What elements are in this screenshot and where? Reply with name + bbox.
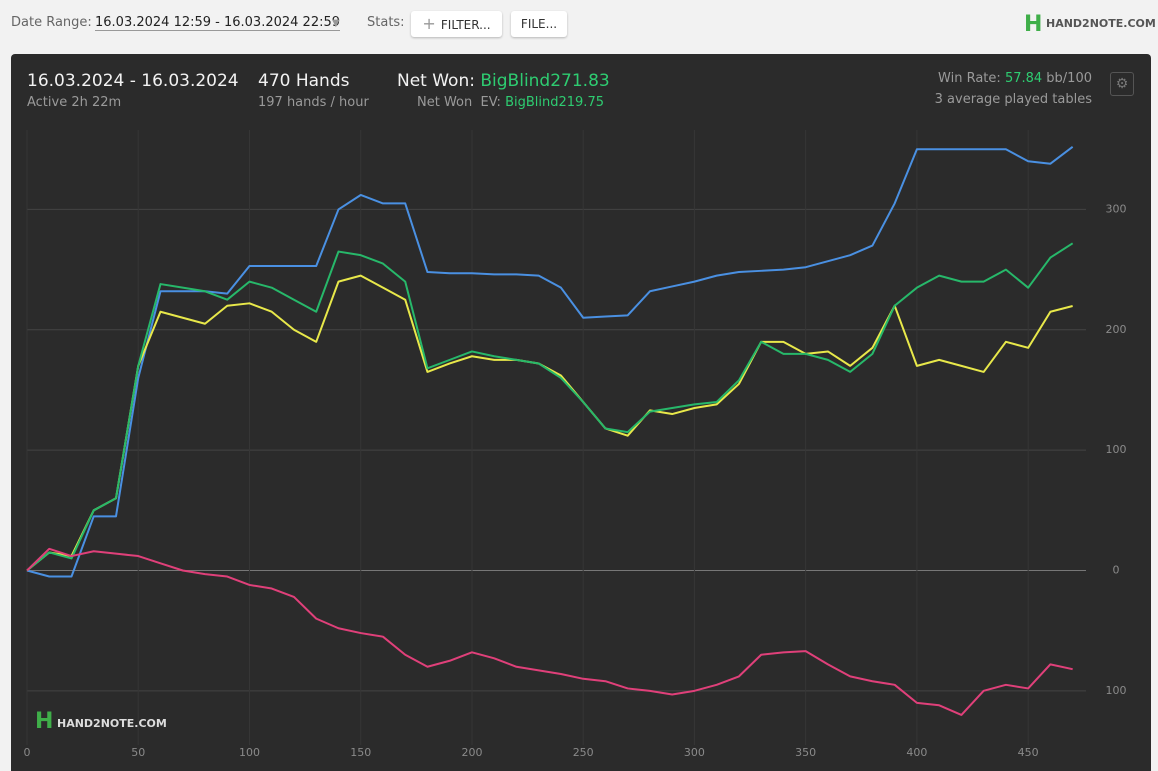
net-won: Net Won: BigBlind271.83	[397, 71, 610, 91]
x-tick-label: 300	[684, 746, 705, 759]
filter-text: FILTER...	[440, 18, 491, 32]
file-button[interactable]: FILE...	[511, 11, 567, 37]
chart-panel: 100 0 100 200 300 0 50 100 150 200 250 300 350 400 450…	[11, 54, 1151, 771]
stats-label: Stats:	[367, 15, 405, 30]
win-rate-unit: bb/100	[1046, 71, 1092, 86]
x-tick-label: 0	[24, 746, 31, 759]
x-tick-label: 450	[1018, 746, 1039, 759]
chart: 100 0 100 200 300 0 50 100 150 200 250 300 350 400 450	[24, 130, 1127, 759]
y-tick-label: 100	[1106, 684, 1127, 697]
hands: 470 Hands	[258, 71, 350, 91]
win-rate-value: 57.84	[1004, 71, 1043, 86]
dates: 16.03.2024 - 16.03.2024	[27, 71, 239, 91]
x-tick-label: 250	[573, 746, 594, 759]
logo-icon: H	[1024, 12, 1043, 37]
watermark-icon: H	[35, 709, 54, 734]
y-tick-label: 200	[1106, 323, 1127, 336]
series-line	[26, 274, 1073, 572]
x-tick-label: 350	[795, 746, 816, 759]
x-tick-label: 100	[239, 746, 260, 759]
y-tick-label: 300	[1106, 202, 1127, 215]
series-line	[26, 242, 1074, 572]
x-tick-label: 200	[461, 746, 482, 759]
hands-per-hour: 197 hands / hour	[258, 95, 369, 110]
x-tick-label: 50	[131, 746, 145, 759]
watermark: HAND2NOTE.COM	[57, 717, 167, 730]
net-won-label: Net Won:	[397, 71, 475, 91]
active: Active 2h 22m	[27, 95, 122, 110]
logo: HAND2NOTE.COM	[1046, 17, 1156, 30]
y-tick-label: 0	[1113, 563, 1120, 576]
series-line	[26, 547, 1073, 716]
date-label: Date Range:	[11, 15, 92, 30]
net-won-ev-label: Net Won EV:	[417, 95, 501, 110]
date-range[interactable]: 16.03.2024 12:59 - 16.03.2024 22:59	[95, 15, 341, 31]
tables: 3 average played tables	[934, 92, 1092, 107]
settings-button[interactable]: ⚙	[1110, 72, 1134, 96]
net-won-ev: Net Won EV: BigBlind219.75	[417, 95, 604, 110]
toolbar: Date Range: 16.03.2024 12:59 - 16.03.202…	[0, 0, 1158, 48]
dropdown-arrow[interactable]: ▼	[332, 18, 340, 29]
win-rate: Win Rate: 57.84 bb/100	[938, 71, 1092, 86]
x-tick-label: 400	[906, 746, 927, 759]
win-rate-label: Win Rate:	[938, 71, 1001, 86]
filter-button[interactable]: + FILTER...	[411, 11, 502, 37]
x-tick-label: 150	[350, 746, 371, 759]
y-tick-label: 100	[1106, 443, 1127, 456]
net-won-value: BigBlind271.83	[480, 71, 610, 91]
net-won-ev-value: BigBlind219.75	[505, 95, 604, 110]
